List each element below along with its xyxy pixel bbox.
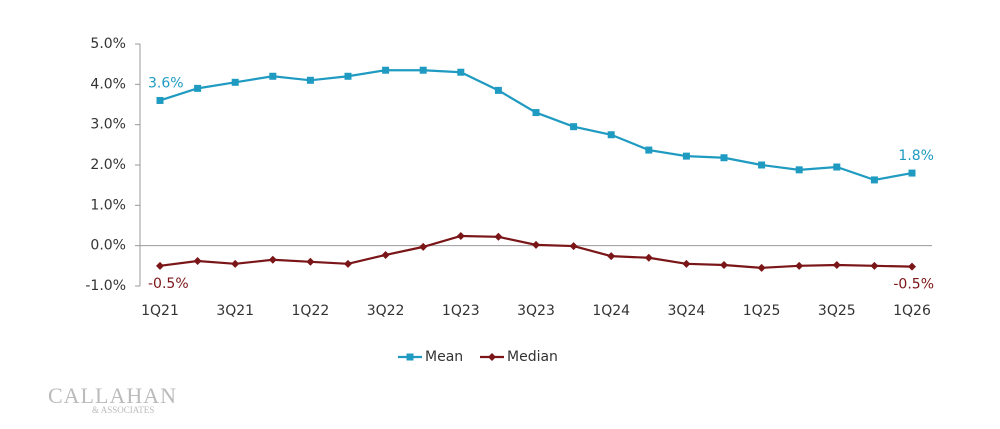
point	[832, 261, 841, 270]
legend-marker	[406, 353, 414, 361]
x-tick-label: 3Q21	[216, 303, 254, 319]
point	[381, 250, 390, 259]
point	[870, 261, 879, 270]
point	[494, 86, 502, 94]
point	[607, 131, 615, 139]
point	[231, 78, 239, 86]
y-tick-label: 3.0%	[90, 117, 126, 133]
point	[306, 257, 315, 266]
point	[268, 255, 277, 264]
y-tick-label: 0.0%	[90, 238, 126, 254]
point	[908, 169, 916, 177]
logo: CALLAHAN	[48, 383, 177, 408]
point	[532, 240, 540, 249]
logo-sub: & ASSOCIATES	[92, 405, 154, 415]
legend-label: Median	[507, 349, 558, 365]
point	[870, 176, 878, 184]
point	[532, 109, 540, 117]
point	[306, 76, 314, 84]
point	[795, 166, 803, 174]
point	[419, 242, 428, 251]
x-tick-label: 1Q21	[141, 303, 179, 319]
point	[682, 259, 691, 268]
point	[344, 72, 352, 80]
x-tick-label: 3Q24	[668, 303, 706, 319]
x-tick-label: 3Q22	[367, 303, 405, 319]
point	[720, 261, 728, 270]
point	[494, 232, 503, 241]
x-tick-label: 1Q22	[292, 303, 330, 319]
point	[456, 231, 465, 240]
value-label: -0.5%	[148, 276, 189, 292]
x-tick-label: 3Q25	[818, 303, 856, 319]
y-tick-label: 4.0%	[90, 76, 126, 92]
point	[156, 96, 164, 104]
y-tick-label: 5.0%	[90, 36, 126, 52]
point	[757, 263, 766, 272]
point	[720, 154, 728, 162]
x-tick-label: 1Q24	[592, 303, 630, 319]
series-line	[159, 69, 913, 182]
y-tick-label: 1.0%	[90, 197, 126, 213]
legend-label: Mean	[425, 349, 463, 365]
point	[795, 261, 804, 270]
point	[569, 242, 578, 251]
point	[193, 256, 202, 265]
x-tick-label: 1Q26	[893, 303, 931, 319]
x-tick-label: 1Q25	[743, 303, 781, 319]
point	[344, 259, 352, 268]
legend-marker	[488, 353, 496, 361]
value-label: 1.8%	[898, 148, 934, 164]
x-tick-label: 3Q23	[517, 303, 555, 319]
point	[644, 253, 653, 262]
x-tick-label: 1Q23	[442, 303, 480, 319]
value-label: -0.5%	[893, 277, 934, 293]
point	[457, 68, 465, 76]
point	[645, 146, 653, 154]
point	[908, 262, 916, 271]
point	[833, 163, 841, 171]
point	[382, 66, 390, 74]
point	[570, 123, 578, 131]
point	[231, 259, 240, 268]
point	[682, 152, 690, 160]
point	[607, 252, 616, 261]
point	[194, 84, 202, 92]
point	[758, 161, 766, 169]
value-label: 3.6%	[148, 75, 184, 91]
y-tick-label: 2.0%	[90, 157, 126, 173]
point	[419, 66, 427, 74]
point	[156, 261, 164, 270]
point	[269, 72, 277, 80]
y-tick-label: -1.0%	[85, 278, 126, 294]
